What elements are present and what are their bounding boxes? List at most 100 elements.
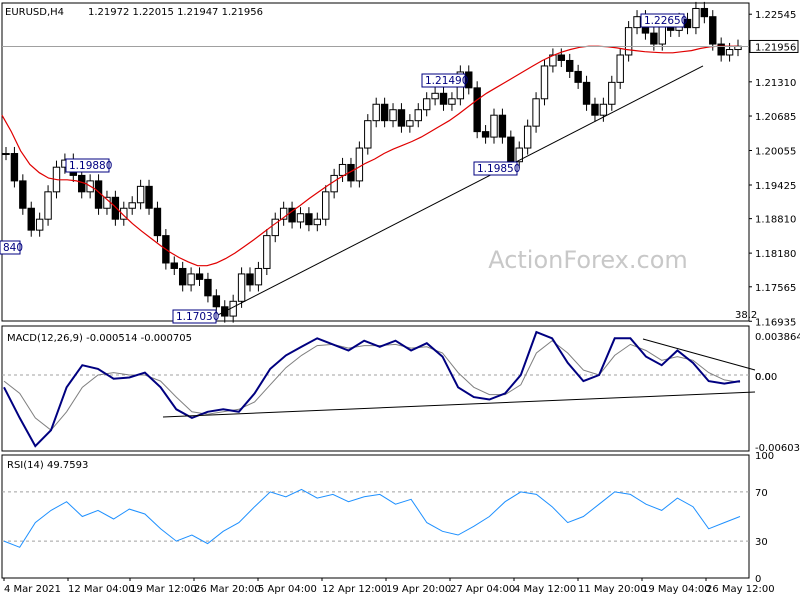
price-axis-label: 1.16935 xyxy=(755,317,796,328)
x-axis-label: 5 Apr 04:00 xyxy=(258,584,317,595)
peak-label-box xyxy=(172,309,217,324)
left-cut-label-text: 840 xyxy=(3,242,23,254)
candle-body xyxy=(355,147,364,182)
candle-body xyxy=(608,81,616,105)
candle-body xyxy=(35,218,44,231)
price-axis-label: 1.22545 xyxy=(755,10,796,21)
rsi-axis-label: 70 xyxy=(755,488,768,499)
price-axis-label: 1.19425 xyxy=(755,181,796,192)
panel-frame-2 xyxy=(1,454,750,579)
candle-body xyxy=(187,273,195,286)
candle-body xyxy=(145,185,153,209)
x-axis-label: 27 Apr 04:00 xyxy=(450,584,515,595)
ohlc-header: 1.21972 1.22015 1.21947 1.21956 xyxy=(88,7,263,18)
macd-signal-line xyxy=(3,340,741,431)
candle-body xyxy=(422,98,431,111)
rsi-header: RSI(14) 49.7593 xyxy=(7,460,88,471)
x-axis-label: 11 May 20:00 xyxy=(578,584,647,595)
rsi-axis-label: 0 xyxy=(755,574,761,585)
candle-body xyxy=(237,273,246,302)
candle-body xyxy=(540,65,549,100)
price-axis-label: 1.20685 xyxy=(755,112,796,123)
candle-body xyxy=(322,191,330,220)
peak-label-box xyxy=(640,13,685,28)
candle-body xyxy=(448,98,456,105)
peak-label: 1.17030 xyxy=(176,311,219,323)
candle-body xyxy=(473,87,481,133)
candle-body xyxy=(406,120,414,127)
candle-body xyxy=(692,7,700,29)
candle-body xyxy=(254,267,263,286)
macd-line xyxy=(3,330,741,448)
x-axis-label: 12 Mar 04:00 xyxy=(68,584,135,595)
candle-body xyxy=(27,207,35,231)
x-axis-label: 19 Mar 12:00 xyxy=(130,584,197,595)
candle-body xyxy=(111,196,120,220)
candle-body xyxy=(120,207,128,220)
rsi-axis-label: 30 xyxy=(755,537,768,548)
candle-body xyxy=(490,114,498,138)
macd-axis-label: 0.003864 xyxy=(755,332,800,343)
candle-body xyxy=(380,103,389,122)
candle-body xyxy=(465,71,473,89)
candle-body xyxy=(532,98,540,127)
candle-body xyxy=(263,235,271,269)
candle-body xyxy=(717,43,725,56)
peak-label: 1.19850 xyxy=(477,163,520,175)
macd-axis-label: -0.006038 xyxy=(755,443,800,454)
rsi-line xyxy=(3,488,741,548)
panel-frame-0 xyxy=(1,2,750,322)
candle-body xyxy=(633,16,641,29)
x-axis-label: 19 Apr 20:00 xyxy=(386,584,451,595)
candle-body xyxy=(372,103,380,122)
candle-body xyxy=(515,147,523,163)
panel-frame-1 xyxy=(1,325,750,452)
candle-body xyxy=(136,185,145,204)
price-axis-label: 1.21310 xyxy=(755,78,796,89)
candle-body xyxy=(330,174,338,193)
candle-body xyxy=(170,262,178,269)
candle-body xyxy=(305,213,313,226)
candle-body xyxy=(313,218,322,226)
panel-frames xyxy=(1,2,750,579)
x-axis-label: 26 May 12:00 xyxy=(706,584,775,595)
macd-panel xyxy=(2,330,756,448)
candle-body xyxy=(204,278,212,297)
price-trendline xyxy=(217,65,704,316)
candle-body xyxy=(616,54,624,83)
candle-body xyxy=(212,295,221,308)
candle-body xyxy=(725,49,734,56)
candle-body xyxy=(498,114,507,138)
x-axis-label: 19 May 04:00 xyxy=(642,584,711,595)
candle-body xyxy=(523,125,532,149)
candle-body xyxy=(2,153,10,156)
macd-axis-label: 0.0 xyxy=(755,372,771,383)
x-axis-label: 4 Mar 2021 xyxy=(4,584,61,595)
macd-header: MACD(12,26,9) -0.000514 -0.000705 xyxy=(7,333,192,344)
candle-body xyxy=(178,267,187,286)
macd-axis-label: 0.00 xyxy=(755,372,777,383)
symbol-header: EURUSD,H4 xyxy=(5,7,64,18)
candle-body xyxy=(44,191,52,220)
peak-label-box xyxy=(65,158,110,173)
candle-body xyxy=(431,92,439,100)
candle-body xyxy=(566,59,574,72)
moving-average-line xyxy=(1,45,738,267)
macd-support-trendline xyxy=(162,391,756,418)
rsi-axis-label: 100 xyxy=(755,451,774,462)
candle-body xyxy=(709,16,717,45)
candle-body xyxy=(507,136,515,163)
current-price-box xyxy=(749,39,799,53)
candle-body xyxy=(195,273,204,280)
price-axis-label: 1.20055 xyxy=(755,147,796,158)
peak-label-box xyxy=(421,73,466,88)
candle-body xyxy=(153,207,162,237)
candle-body xyxy=(582,81,591,105)
candle-body xyxy=(364,120,372,149)
macd-resistance-trendline xyxy=(642,338,756,371)
price-axis-label: 1.18810 xyxy=(755,215,796,226)
left-cut-label-box xyxy=(0,240,21,255)
candle-body xyxy=(389,109,397,122)
